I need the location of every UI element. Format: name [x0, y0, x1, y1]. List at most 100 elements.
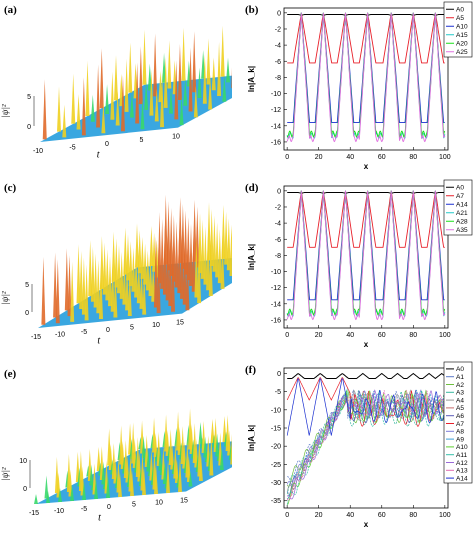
surface-peak [44, 475, 49, 499]
surface-svg-e: 010|ψ|²-15-10-5051015t50100x [0, 408, 232, 523]
surface-peak [230, 433, 232, 465]
legend-label-A12: A12 [456, 460, 468, 467]
surface-peak [119, 251, 124, 299]
surface-peak [165, 232, 170, 301]
y-tick-label-f: -35 [271, 498, 281, 505]
line-svg-b: 0 20 40 60 80 100 0 -2 -4 -6 -8 -10 -12 -14 -16 x ln|A_k… [247, 1, 473, 171]
surface-peak [79, 250, 84, 309]
surface-peak [114, 55, 118, 101]
surface-peak [129, 91, 134, 118]
legend-label-A35: A35 [456, 227, 468, 234]
panel-label-b: (b) [245, 4, 259, 16]
y-tick-label-b: -4 [275, 43, 281, 50]
y-tick-label-d: 0 [277, 188, 281, 195]
surface-peak [197, 67, 202, 98]
surface-peak [174, 459, 179, 483]
legend-label-A9: A9 [456, 436, 464, 443]
surface-peak [108, 444, 113, 470]
series-line-A25 [286, 12, 446, 143]
series-group-f [286, 372, 445, 505]
surface-peak [215, 433, 220, 457]
surface-peak [194, 237, 199, 298]
surface-peak [110, 262, 115, 312]
panel-label-f: (f) [245, 364, 256, 376]
t-tick-label-surf-a: 0 [105, 141, 109, 148]
surface-peak [211, 57, 216, 91]
legend-label-A13: A13 [456, 468, 468, 475]
y-tick-label-b: -16 [271, 139, 281, 146]
legend-label-A0: A0 [456, 185, 464, 192]
t-tick-label-surf-e: 15 [180, 498, 188, 505]
surface-peak [113, 458, 118, 484]
surface-peak [101, 461, 106, 485]
surface-peak [229, 224, 232, 276]
surface-peak [115, 91, 120, 126]
series-line-A0 [287, 192, 445, 194]
x-tick-label-d: 20 [315, 332, 323, 339]
surface-peak [34, 494, 38, 504]
surface-peak [200, 219, 205, 279]
surface-spikes-surf-e [34, 408, 232, 504]
surface-peak [58, 488, 62, 502]
surface-peak [174, 221, 179, 288]
x-axis-label-d: x [364, 340, 369, 349]
y-tick-label-d: -10 [271, 269, 281, 276]
y-tick-label-b: -14 [271, 123, 281, 130]
surface-peak [128, 42, 133, 93]
z-tick-label-surf-e: 0 [23, 486, 27, 493]
surface-peak [93, 253, 98, 308]
surface-peak [101, 101, 106, 134]
surface-peak [215, 222, 220, 278]
panel-label-e: (e) [4, 368, 17, 380]
surface-peak [140, 98, 145, 130]
y-tick-label-d: -2 [275, 204, 281, 211]
surface-peak [185, 248, 190, 311]
z-tick-label-surf-c: 5 [25, 282, 29, 289]
surface-peak [146, 450, 151, 472]
surface-peak [231, 67, 232, 89]
y-tick-label-d: -16 [271, 317, 281, 324]
t-tick-label-surf-a: 5 [140, 137, 144, 144]
surface-peak [178, 458, 182, 492]
surface-peak [124, 58, 129, 112]
surface-peak [135, 62, 140, 124]
surface-peak [81, 77, 86, 136]
legend-label-A10: A10 [456, 444, 468, 451]
surface-peak [160, 218, 165, 289]
series-line-A5 [287, 12, 445, 64]
z-tick-label-surf-a: 0 [27, 124, 31, 131]
surface-peak [182, 241, 187, 305]
x-tick-label-d: 0 [285, 332, 289, 339]
legend-label-A1: A1 [456, 374, 464, 381]
legend-label-A14: A14 [456, 202, 468, 209]
surface-peak [169, 88, 173, 114]
legend-label-A7: A7 [456, 193, 464, 200]
surface-svg-c: 05|ψ|²-15-10-5051015t50100x [0, 194, 232, 347]
x-tick-label-f: 100 [439, 512, 451, 519]
legend-label-A14: A14 [456, 475, 468, 482]
surface-peak [183, 78, 188, 106]
x-axis-label-b: x [364, 162, 369, 171]
surface-peak [140, 236, 145, 279]
surface-peak [56, 472, 61, 498]
t-tick-label-surf-a: -5 [69, 144, 75, 151]
legend-label-A10: A10 [456, 24, 468, 31]
surface-peak [85, 61, 90, 116]
y-tick-label-f: -5 [275, 389, 281, 396]
surface-peak [70, 261, 75, 322]
x-tick-label-f: 0 [285, 512, 289, 519]
legend-label-A5: A5 [456, 15, 464, 22]
legend-label-A2: A2 [456, 382, 464, 389]
surface-peak [105, 84, 110, 114]
surface-peak [162, 462, 167, 484]
x-tick-label-b: 60 [378, 154, 386, 161]
surface-peak [84, 264, 89, 321]
surface-peak [202, 54, 207, 104]
surface-peak [117, 245, 121, 294]
surface-peak [160, 73, 165, 128]
surface-peak [152, 232, 157, 272]
surface-peak [203, 226, 208, 285]
surface-svg-a: 05|ψ|²-10-50510t50100x [0, 25, 232, 161]
surface-peak [149, 226, 154, 267]
t-tick-label-surf-c: -10 [55, 332, 65, 339]
